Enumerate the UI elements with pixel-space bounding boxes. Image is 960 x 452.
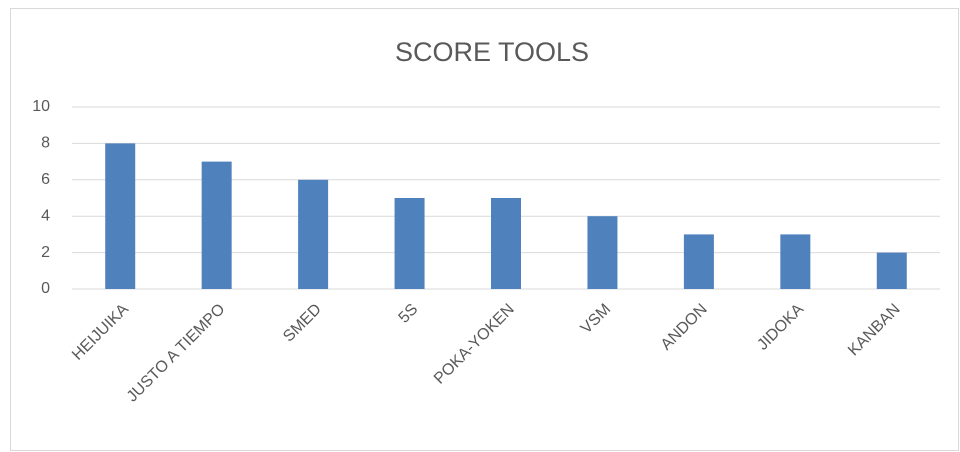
chart-title: SCORE TOOLS [395,37,589,67]
bar [876,252,907,289]
y-tick-label: 0 [41,280,50,297]
y-tick-label: 2 [41,244,50,261]
bar [491,198,521,289]
bar [683,234,714,289]
bar [298,179,329,289]
y-tick-label: 6 [41,171,50,188]
y-tick-label: 4 [41,207,50,224]
y-tick-label: 10 [32,98,50,115]
bar [201,161,232,289]
y-tick-label: 8 [41,135,50,152]
chart-frame [10,8,959,451]
bar [587,216,618,289]
bar [105,143,136,289]
bar [780,234,811,289]
bar [394,198,425,289]
